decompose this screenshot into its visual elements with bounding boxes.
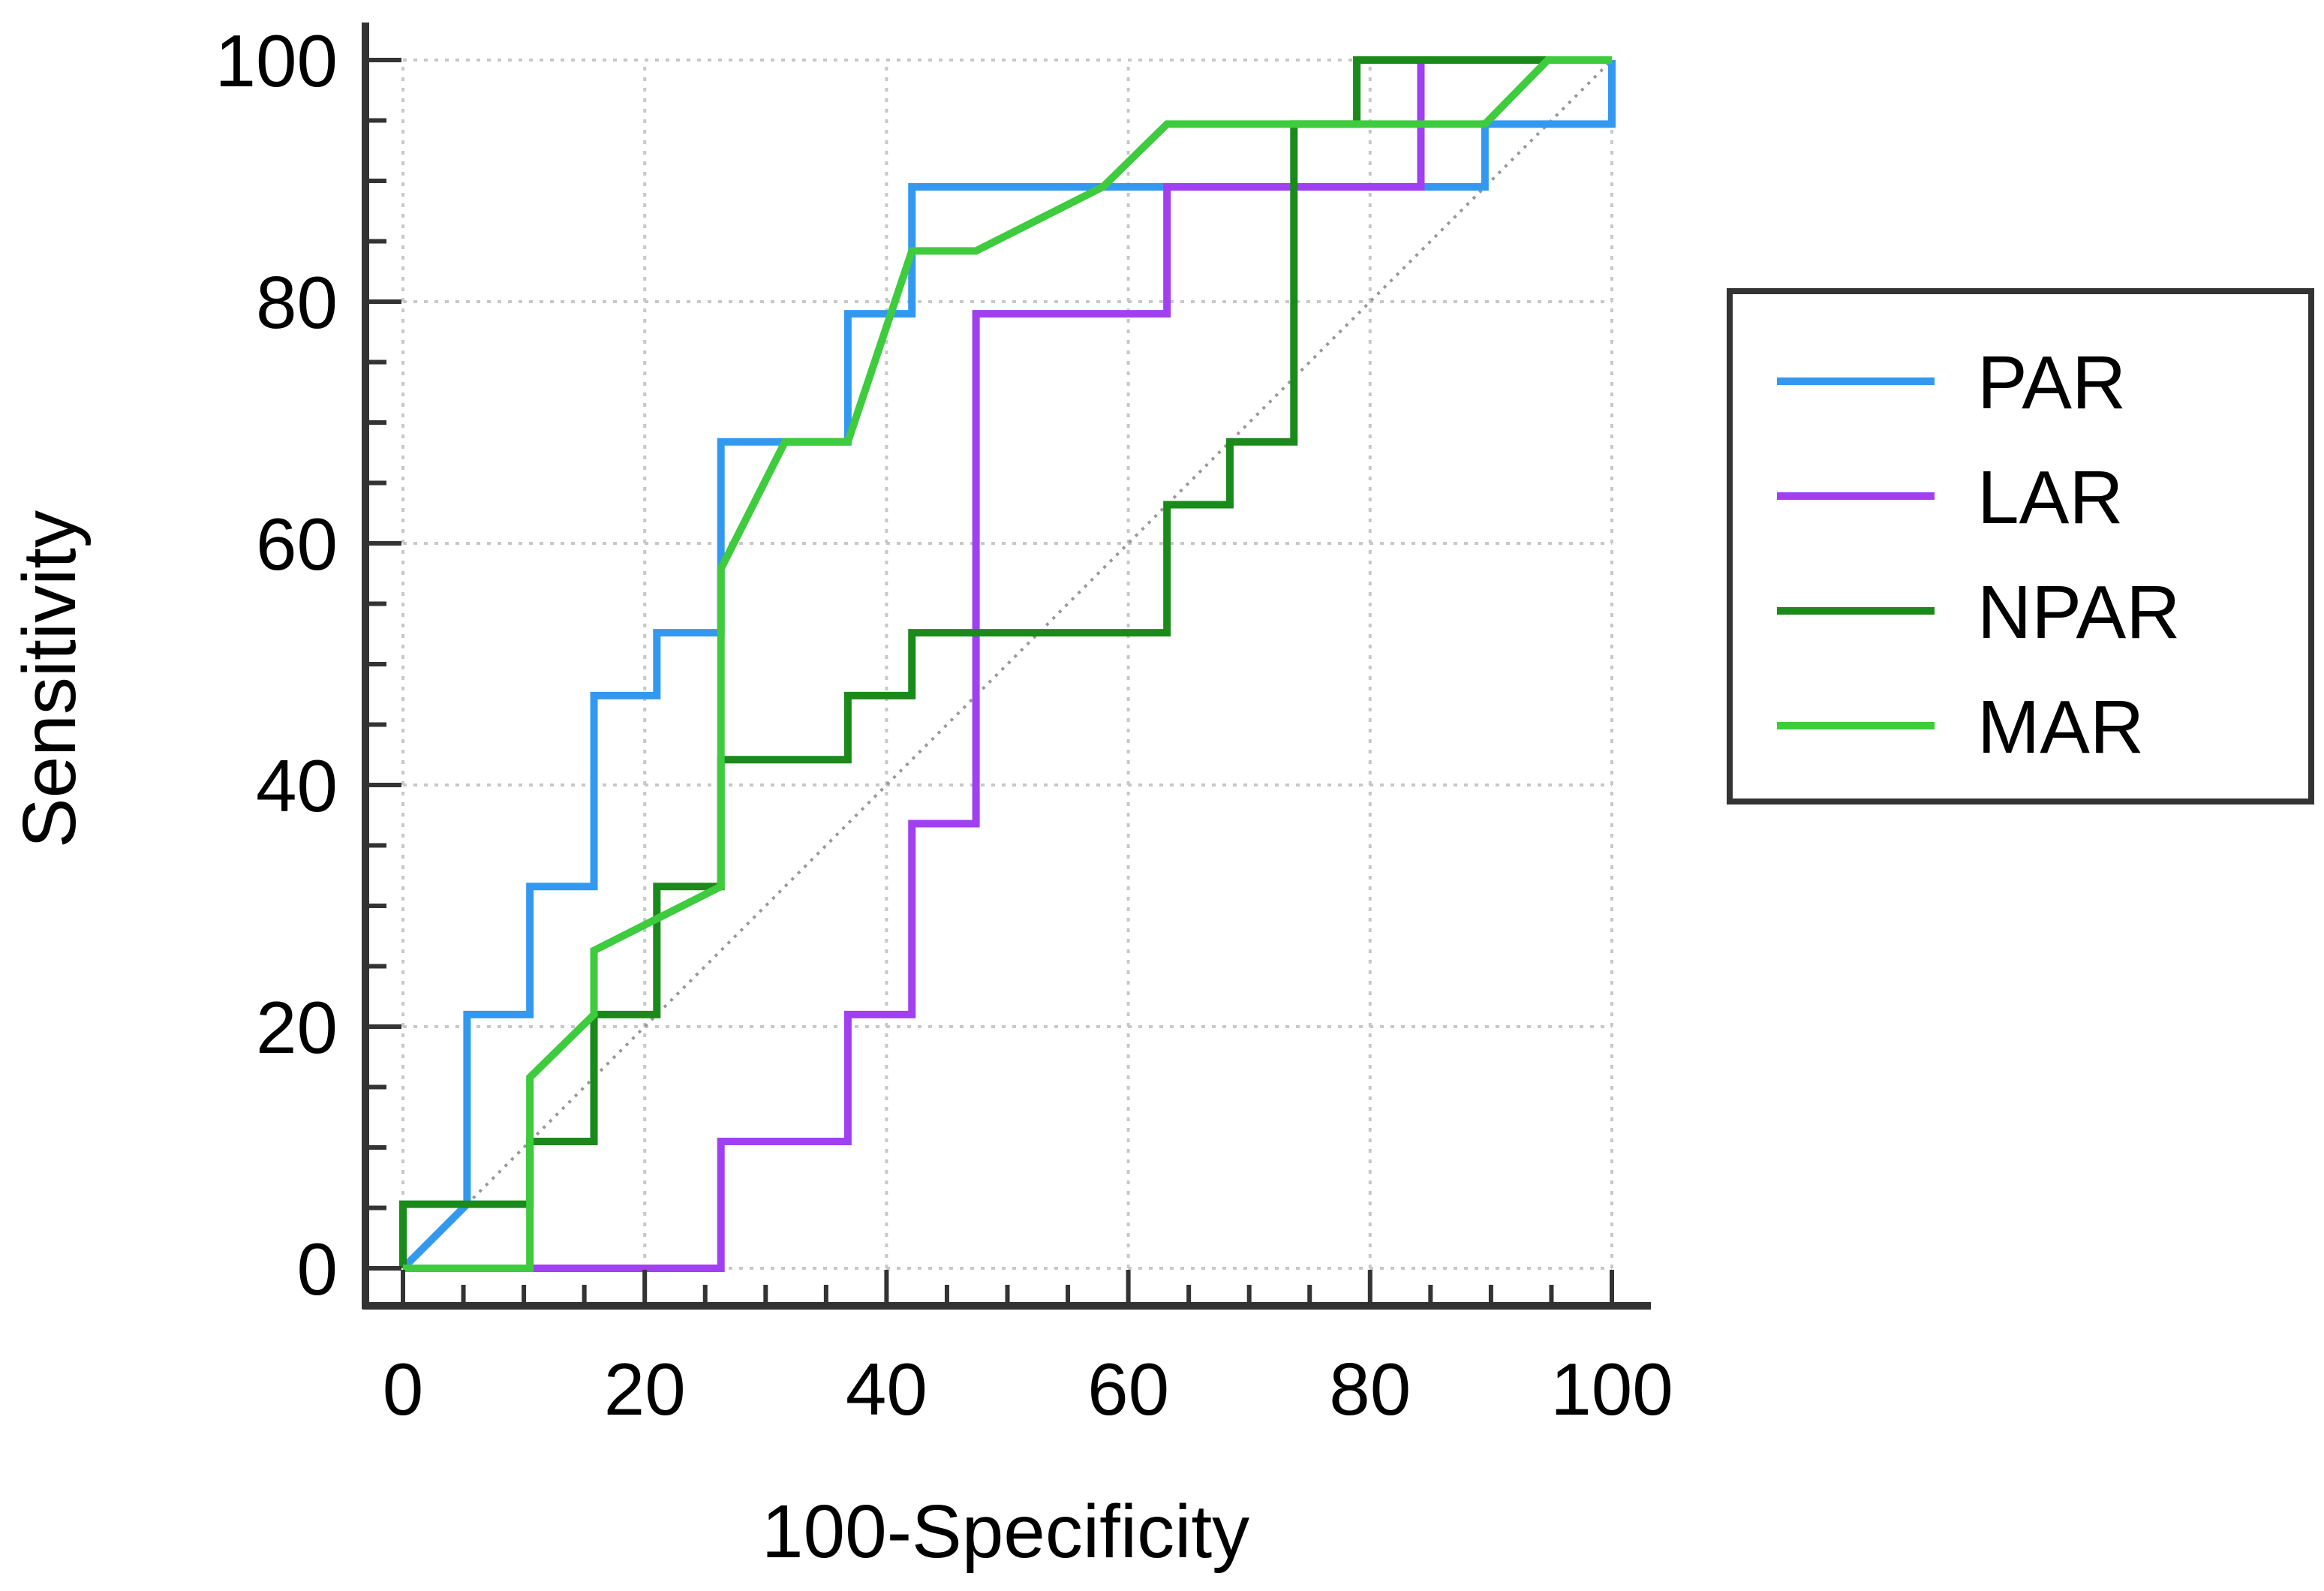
legend-label-npar: NPAR <box>1977 570 2180 654</box>
x-tick-label: 100 <box>1550 1348 1673 1430</box>
x-axis-title: 100-Specificity <box>762 1490 1249 1574</box>
x-tick-label: 20 <box>604 1348 686 1430</box>
series-line-lar <box>403 56 1612 1272</box>
legend-box <box>1727 288 2314 805</box>
legend: PAR LAR NPAR MAR <box>1727 288 2314 805</box>
legend-label-mar: MAR <box>1977 685 2144 769</box>
y-tick-label: 100 <box>215 20 338 102</box>
legend-label-par: PAR <box>1977 341 2126 425</box>
tick-labels: 0 20 40 60 80 100 0 20 40 60 80 100 <box>215 20 1673 1430</box>
series-line-npar <box>399 56 1612 1268</box>
y-tick-label: 20 <box>256 986 338 1069</box>
x-tick-label: 0 <box>383 1348 424 1430</box>
series-lines <box>399 56 1616 1272</box>
legend-label-lar: LAR <box>1977 456 2124 540</box>
x-tick-label: 80 <box>1329 1348 1411 1430</box>
x-tick-label: 60 <box>1087 1348 1169 1430</box>
y-tick-label: 60 <box>256 503 338 585</box>
y-tick-label: 40 <box>256 744 338 827</box>
axes <box>362 23 1651 1310</box>
x-tick-label: 40 <box>846 1348 927 1430</box>
y-tick-label: 0 <box>296 1228 338 1310</box>
series-line-mar <box>403 56 1612 1272</box>
y-axis-title: Sensitivity <box>8 510 92 848</box>
y-tick-label: 80 <box>256 261 338 344</box>
reference-diagonal-line <box>401 59 1613 1270</box>
